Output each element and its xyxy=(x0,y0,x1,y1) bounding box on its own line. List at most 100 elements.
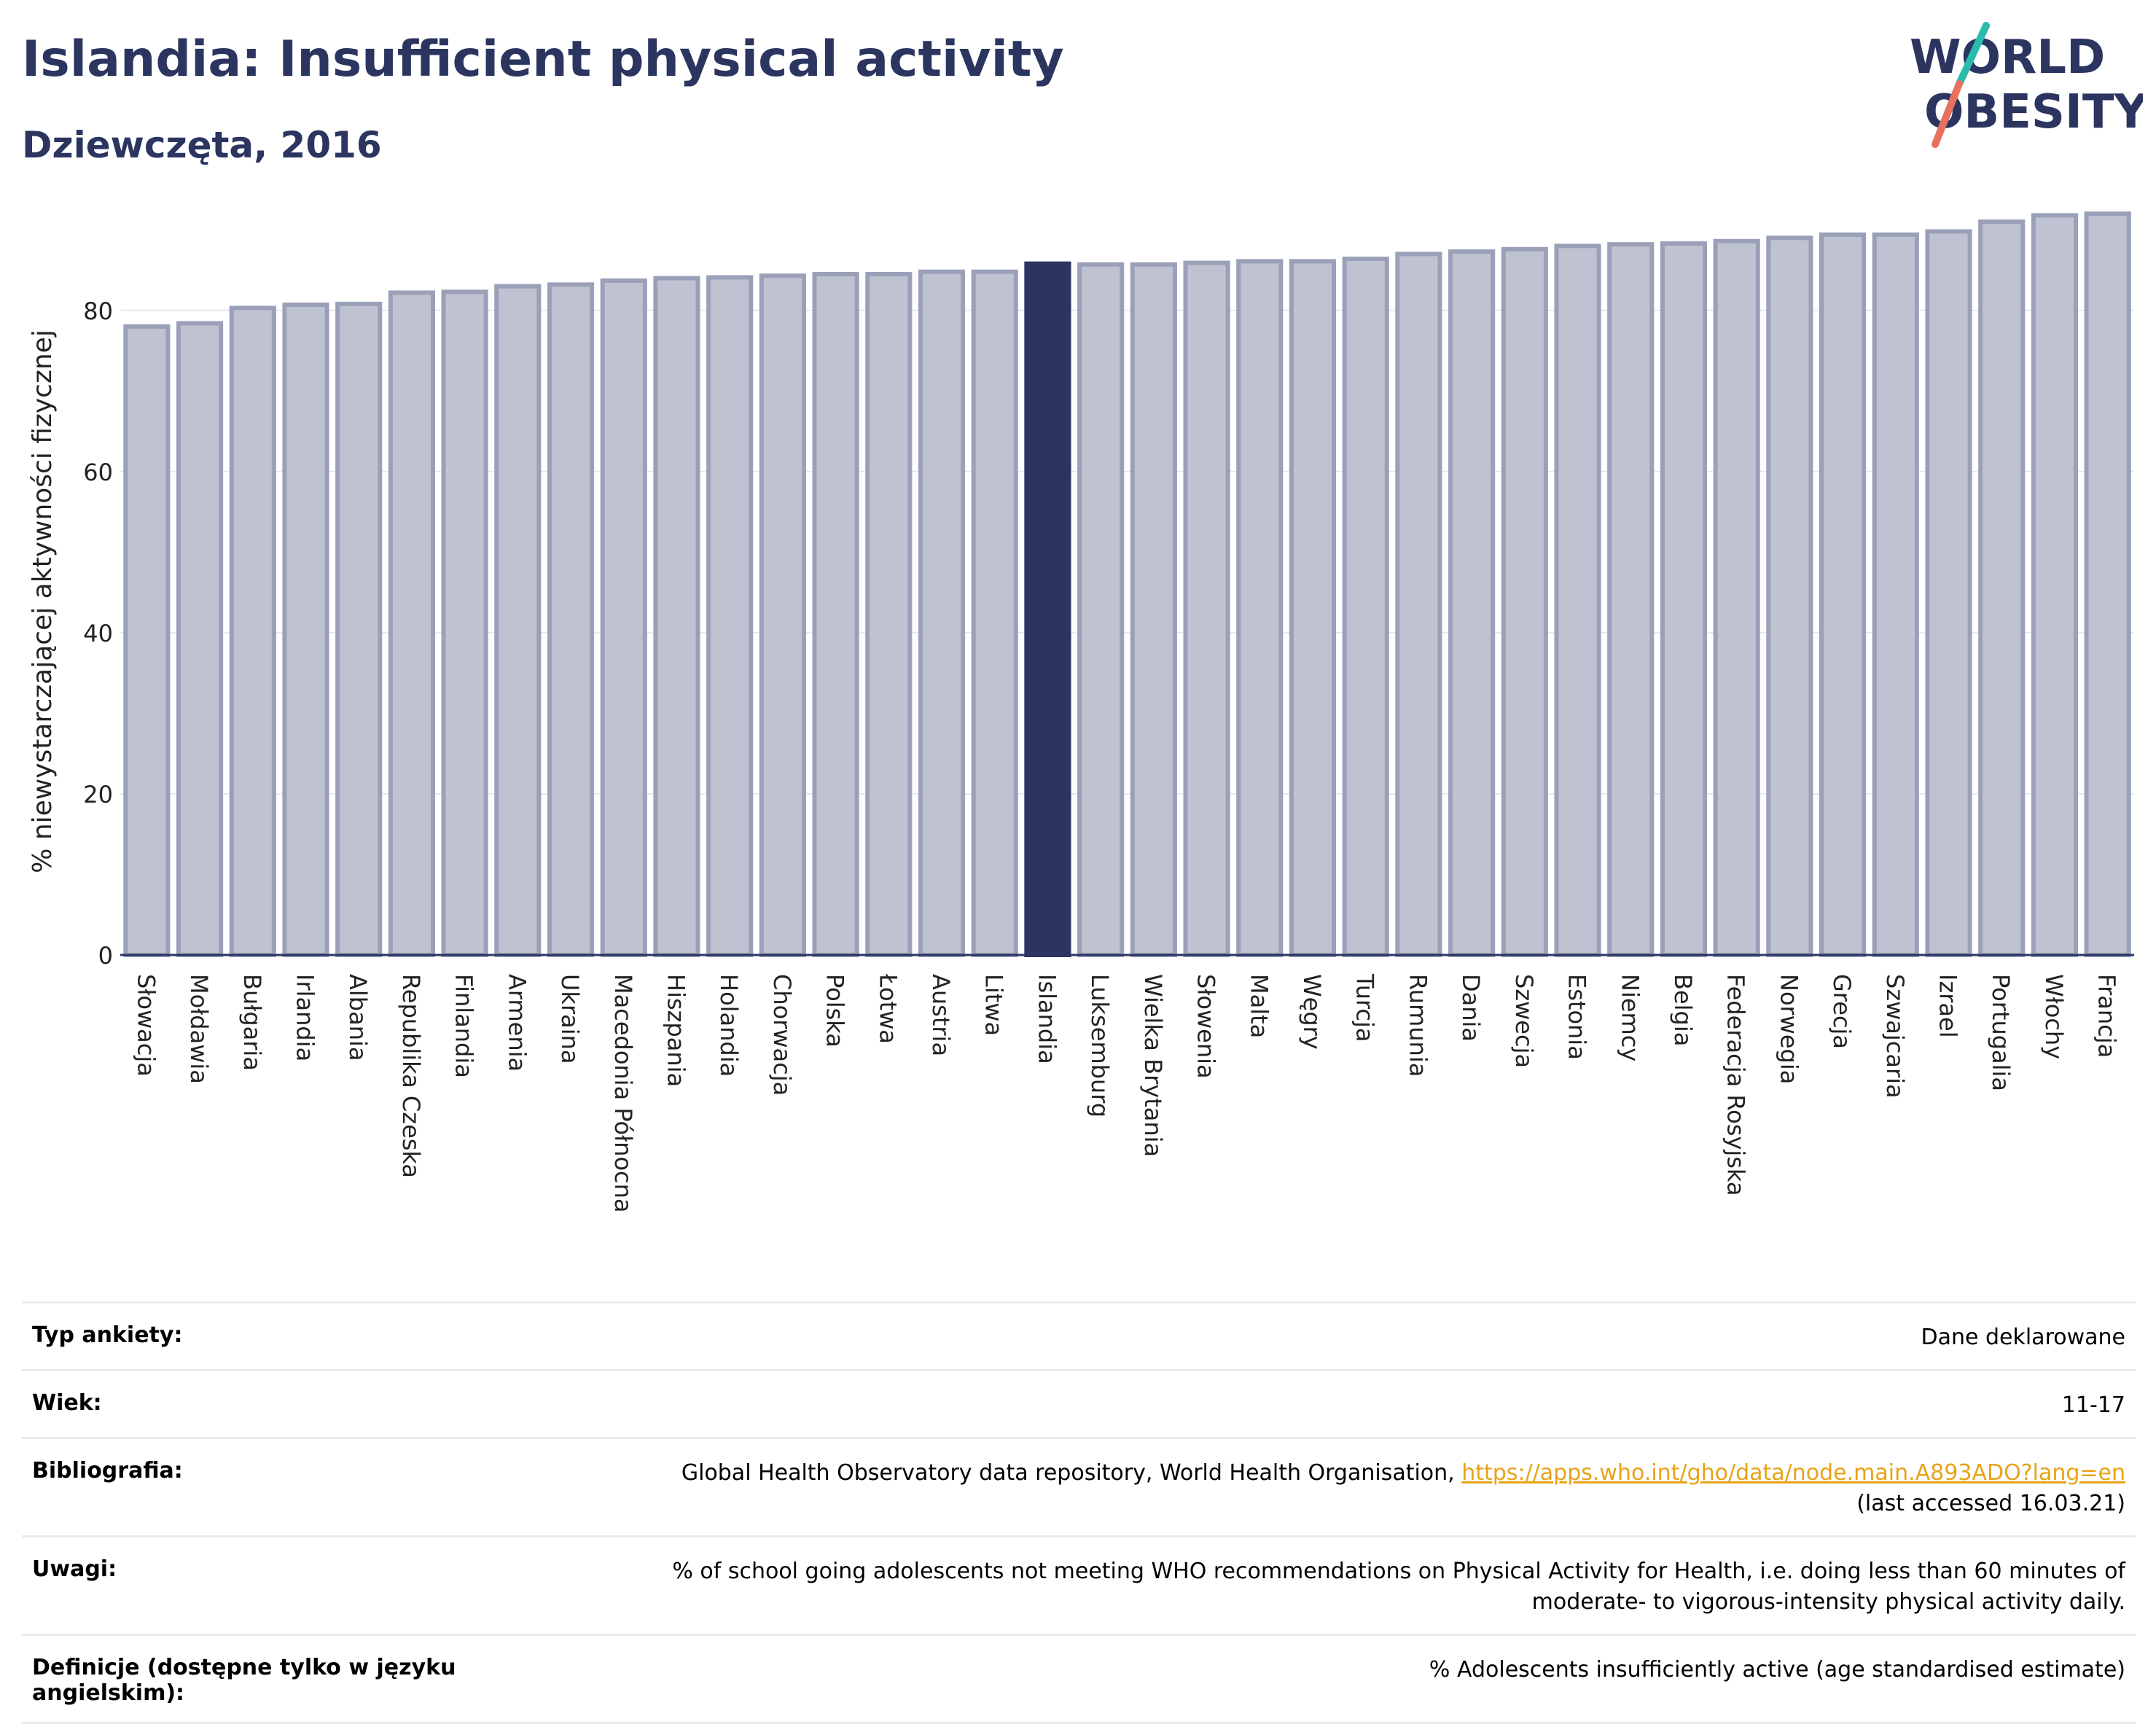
x-tick-label: Izrael xyxy=(1934,974,1962,1038)
x-tick-label: Finlandia xyxy=(450,974,478,1078)
x-tick-label: Włochy xyxy=(2040,974,2068,1059)
bar-estonia xyxy=(1554,243,1601,957)
x-tick-label: Rumunia xyxy=(1404,974,1432,1077)
x-tick-label: Holandia xyxy=(715,974,743,1077)
logo-line1: WORLD xyxy=(1910,31,2105,85)
bar-federacja-rosyjska xyxy=(1713,238,1760,958)
bar-hiszpania xyxy=(653,276,700,958)
page-subtitle: Dziewczęta, 2016 xyxy=(22,124,382,166)
x-tick-label: Niemcy xyxy=(1616,974,1644,1061)
logo-line2: OBESITY xyxy=(1924,85,2143,139)
info-value: Dane deklarowane xyxy=(1921,1325,2125,1350)
x-tick-label: Albania xyxy=(344,974,372,1061)
bar-holandia xyxy=(706,275,754,957)
bar-francja xyxy=(2084,211,2131,957)
bar-republika-czeska xyxy=(388,290,435,957)
info-row-bibliography: Bibliografia: Global Health Observatory … xyxy=(22,1437,2136,1535)
bar-niemcy xyxy=(1607,242,1655,957)
bar-szwajcaria xyxy=(1872,232,1919,958)
bar-mołdawia xyxy=(176,321,224,957)
bar-albania xyxy=(335,301,383,957)
x-tick-label: Armenia xyxy=(503,974,531,1072)
info-value: % Adolescents insufficiently active (age… xyxy=(1429,1657,2125,1683)
x-tick-label: Austria xyxy=(927,974,955,1056)
x-tick-label: Macedonia Północna xyxy=(609,974,637,1213)
x-tick-label: Hiszpania xyxy=(662,974,690,1087)
bar-malta xyxy=(1236,259,1284,957)
x-axis-ticks: Słowacja Mołdawia Bułgaria Irlandia Albania R… xyxy=(132,973,2120,1213)
x-tick-label: Irlandia xyxy=(291,974,319,1061)
x-tick-label: Słowenia xyxy=(1192,974,1220,1079)
x-tick-label: Litwa xyxy=(980,974,1008,1036)
x-tick-label: Malta xyxy=(1245,974,1273,1038)
info-label: Uwagi: xyxy=(32,1556,117,1582)
bar-finlandia xyxy=(441,289,488,957)
bar-izrael xyxy=(1925,229,1972,957)
x-tick-label: Chorwacja xyxy=(768,974,796,1096)
x-tick-label: Islandia xyxy=(1033,974,1061,1064)
info-label: Definicje (dostępne tylko w języku angie… xyxy=(32,1655,456,1706)
bar-włochy xyxy=(2031,213,2079,957)
info-label: Bibliografia: xyxy=(32,1458,183,1483)
x-tick-label: Wielka Brytania xyxy=(1139,974,1167,1157)
x-tick-label: Republika Czeska xyxy=(397,974,425,1178)
bar-macedonia-północna xyxy=(600,278,647,958)
info-row-definitions: Definicje (dostępne tylko w języku angie… xyxy=(22,1634,2136,1724)
x-tick-label: Ukraina xyxy=(556,974,584,1064)
x-tick-label: Turcja xyxy=(1351,973,1379,1042)
bar-portugalia xyxy=(1978,219,2026,958)
bar-węgry xyxy=(1289,259,1337,957)
bar-austria xyxy=(918,269,966,958)
info-label: Typ ankiety: xyxy=(32,1322,183,1348)
x-tick-label: Łotwa xyxy=(874,973,902,1044)
y-tick-label: 40 xyxy=(83,620,113,647)
y-tick-label: 80 xyxy=(83,297,113,325)
x-tick-label: Portugalia xyxy=(1987,974,2015,1091)
notes-text-line2: moderate- to vigorous-intensity physical… xyxy=(1531,1589,2125,1615)
y-axis-ticks: 0 20 40 60 80 xyxy=(83,297,113,970)
bibliography-link[interactable]: https://apps.who.int/gho/data/node.main.… xyxy=(1461,1460,2125,1486)
bar-łotwa xyxy=(865,272,913,958)
bar-chart: 0 20 40 60 80 Słowacja Mołdawia Bułgaria Irland… xyxy=(28,211,2134,1213)
info-row-survey-type: Typ ankiety: Dane deklarowane xyxy=(22,1301,2136,1369)
x-tick-label: Szwajcaria xyxy=(1881,974,1909,1099)
y-tick-label: 20 xyxy=(83,781,113,808)
bar-litwa xyxy=(971,269,1018,958)
notes-text-line1: % of school going adolescents not meetin… xyxy=(672,1559,2125,1584)
x-tick-label: Luksemburg xyxy=(1086,974,1114,1118)
logo-slash-bottom xyxy=(1932,80,1963,148)
x-tick-label: Francja xyxy=(2093,974,2121,1058)
bar-rumunia xyxy=(1395,252,1442,957)
bar-norwegia xyxy=(1766,235,1813,957)
y-axis-label: % niewystarczającej aktywności fizycznej xyxy=(28,330,58,873)
info-value: 11-17 xyxy=(2061,1392,2125,1418)
x-tick-label: Estonia xyxy=(1563,974,1591,1060)
x-tick-label: Mołdawia xyxy=(185,974,213,1084)
info-value: Global Health Observatory data repositor… xyxy=(484,1458,2125,1519)
bar-polska xyxy=(812,272,859,958)
world-obesity-logo: WORLD OBESITY xyxy=(1910,22,2143,148)
info-label: Wiek: xyxy=(32,1390,102,1416)
x-tick-label: Węgry xyxy=(1298,974,1326,1050)
info-value: % of school going adolescents not meetin… xyxy=(484,1556,2125,1618)
x-tick-label: Federacja Rosyjska xyxy=(1722,974,1750,1196)
y-tick-label: 0 xyxy=(98,942,113,970)
bar-grecja xyxy=(1819,232,1867,958)
info-row-notes: Uwagi: % of school going adolescents not… xyxy=(22,1535,2136,1634)
x-tick-label: Bułgaria xyxy=(238,974,266,1071)
x-tick-label: Szwecja xyxy=(1510,974,1538,1068)
x-tick-label: Dania xyxy=(1457,974,1485,1042)
bar-islandia xyxy=(1024,261,1071,957)
info-row-age: Wiek: 11-17 xyxy=(22,1369,2136,1437)
page-title: Islandia: Insufficient physical activity xyxy=(22,31,1064,88)
bibliography-text: Global Health Observatory data repositor… xyxy=(681,1460,1455,1486)
bar-ukraina xyxy=(547,282,595,957)
bar-słowenia xyxy=(1183,260,1230,958)
x-tick-label: Polska xyxy=(821,974,849,1048)
chart-bars xyxy=(123,211,2131,958)
x-tick-label: Słowacja xyxy=(132,974,160,1077)
bar-luksemburg xyxy=(1077,262,1125,957)
bar-szwecja xyxy=(1501,246,1548,957)
bibliography-accessed: (last accessed 16.03.21) xyxy=(1856,1491,2125,1516)
bar-słowacja xyxy=(123,324,171,958)
